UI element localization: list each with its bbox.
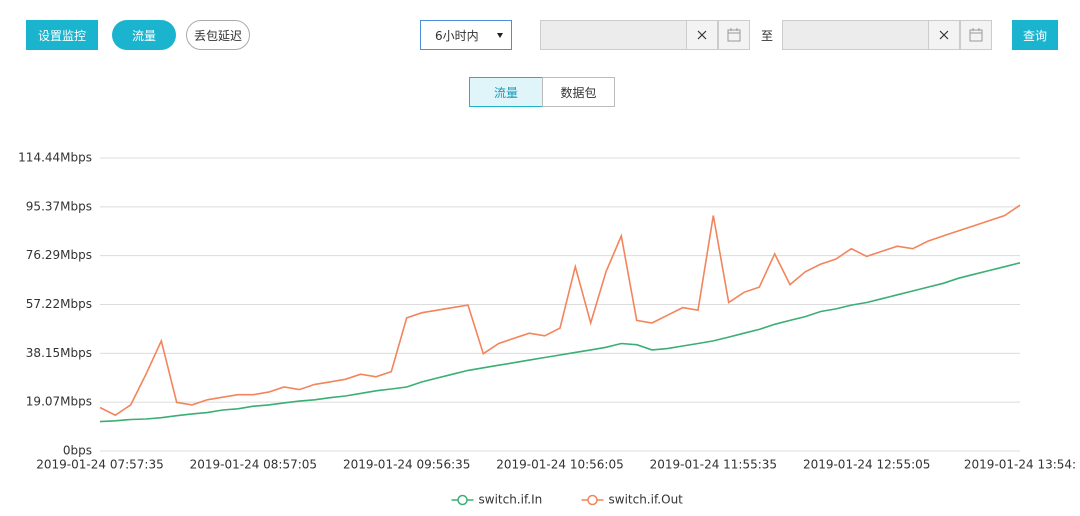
x-tick-label: 2019-01-24 11:55:35 xyxy=(650,458,777,472)
legend-label: switch.if.Out xyxy=(609,493,684,507)
y-tick-label: 0bps xyxy=(63,444,92,458)
series-line xyxy=(99,204,1021,417)
tab-traffic[interactable]: 流量 xyxy=(469,77,543,107)
clear-end[interactable] xyxy=(928,20,960,50)
calendar-icon xyxy=(727,28,741,42)
legend-marker xyxy=(457,494,468,506)
x-tick-label: 2019-01-24 13:54: xyxy=(964,458,1076,472)
traffic-button[interactable]: 流量 xyxy=(112,20,176,50)
loss-button[interactable]: 丢包延迟 xyxy=(186,20,250,50)
legend-marker xyxy=(587,494,598,506)
series-line xyxy=(99,262,1021,423)
x-tick-label: 2019-01-24 10:56:05 xyxy=(496,458,623,472)
y-tick-label: 19.07Mbps xyxy=(26,395,92,409)
end-date-input[interactable] xyxy=(782,20,929,50)
query-button[interactable]: 查询 xyxy=(1012,20,1058,50)
monitor-button[interactable]: 设置监控 xyxy=(26,20,98,50)
legend-label: switch.if.In xyxy=(479,493,543,507)
clear-start[interactable] xyxy=(686,20,718,50)
y-tick-label: 57.22Mbps xyxy=(26,297,92,311)
y-tick-label: 114.44Mbps xyxy=(18,151,92,165)
range-select[interactable]: 6小时内 xyxy=(420,20,512,50)
x-tick-label: 2019-01-24 12:55:05 xyxy=(803,458,930,472)
start-date-input[interactable] xyxy=(540,20,687,50)
clear-icon xyxy=(939,30,949,40)
clear-icon xyxy=(697,30,707,40)
dropdown-arrow xyxy=(497,33,503,38)
calendar-icon xyxy=(969,28,983,42)
calendar-start[interactable] xyxy=(718,20,750,50)
range-select-text: 6小时内 xyxy=(435,28,479,43)
calendar-end[interactable] xyxy=(960,20,992,50)
y-tick-label: 95.37Mbps xyxy=(26,199,92,213)
tab-packets[interactable]: 数据包 xyxy=(542,77,615,107)
y-tick-label: 38.15Mbps xyxy=(26,346,92,360)
x-tick-label: 2019-01-24 07:57:35 xyxy=(36,458,163,472)
x-tick-label: 2019-01-24 08:57:05 xyxy=(190,458,317,472)
to-label: 至 xyxy=(760,28,773,43)
x-tick-label: 2019-01-24 09:56:35 xyxy=(343,458,470,472)
y-tick-label: 76.29Mbps xyxy=(26,248,92,262)
